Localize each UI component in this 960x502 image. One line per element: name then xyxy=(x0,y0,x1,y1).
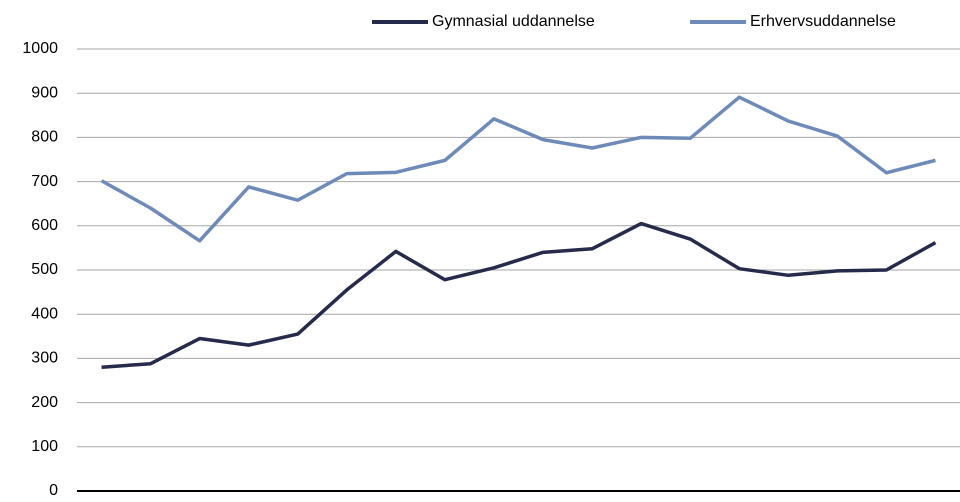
y-tick-label: 300 xyxy=(31,350,58,367)
y-tick-label: 400 xyxy=(31,305,58,322)
y-tick-label: 900 xyxy=(31,84,58,101)
y-tick-label: 1000 xyxy=(22,40,58,57)
y-tick-label: 200 xyxy=(31,394,58,411)
y-tick-label: 800 xyxy=(31,129,58,146)
legend-label: Erhvervsuddannelse xyxy=(750,13,896,30)
y-tick-label: 100 xyxy=(31,438,58,455)
y-tick-label: 500 xyxy=(31,261,58,278)
y-tick-label: 700 xyxy=(31,173,58,190)
legend-label: Gymnasial uddannelse xyxy=(432,13,595,30)
line-series xyxy=(100,95,936,243)
line-series xyxy=(101,221,937,369)
y-tick-label: 0 xyxy=(49,482,58,499)
y-tick-label: 600 xyxy=(31,217,58,234)
